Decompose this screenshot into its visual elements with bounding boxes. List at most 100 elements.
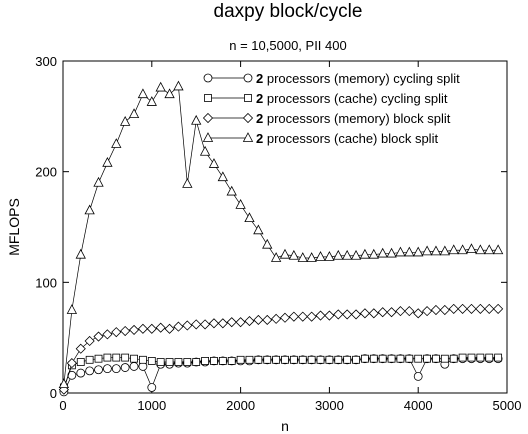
data-point-square	[467, 353, 476, 362]
x-tick-label: 4000	[404, 398, 433, 413]
data-point-triangle	[199, 145, 211, 156]
data-point-triangle	[288, 249, 300, 260]
data-point-diamond	[386, 307, 397, 318]
data-point-triangle	[84, 204, 95, 215]
data-point-square	[236, 355, 245, 364]
data-point-triangle	[146, 96, 157, 106]
data-point-triangle	[439, 245, 451, 256]
data-point-diamond	[200, 319, 211, 330]
data-point-diamond	[182, 320, 193, 331]
data-point-diamond	[493, 303, 504, 314]
legend-label-number: 2	[256, 71, 263, 86]
data-point-square	[201, 357, 209, 365]
data-point-square	[458, 353, 467, 362]
data-point-diamond	[102, 329, 113, 340]
data-point-diamond	[484, 303, 495, 314]
legend-item: 2 processors (cache) cycling split	[204, 91, 448, 106]
data-point-diamond	[164, 323, 175, 334]
data-point-diamond	[288, 311, 299, 322]
series-line	[63, 308, 499, 390]
data-point-square	[85, 355, 94, 364]
data-point-diamond	[404, 306, 415, 317]
data-point-diamond	[324, 310, 335, 321]
data-point-square	[485, 353, 494, 362]
data-point-diamond	[297, 311, 308, 322]
data-point-diamond	[448, 303, 459, 314]
data-point-square	[432, 354, 440, 363]
data-point-triangle	[66, 304, 78, 314]
data-point-square	[414, 354, 423, 363]
data-point-triangle	[244, 212, 255, 223]
data-point-diamond	[457, 303, 468, 314]
legend-item: 2 processors (memory) cycling split	[203, 71, 460, 86]
legend-marker	[242, 112, 254, 124]
data-point-diamond	[111, 327, 122, 338]
data-point-triangle	[297, 252, 308, 262]
data-point-square	[174, 358, 183, 366]
data-point-triangle	[58, 378, 70, 389]
series-triangle	[58, 80, 504, 389]
data-point-square	[307, 355, 316, 364]
data-point-square	[263, 355, 272, 364]
data-point-square	[440, 354, 449, 363]
data-point-diamond	[439, 304, 450, 316]
data-point-square	[121, 353, 130, 362]
data-point-diamond	[279, 312, 291, 323]
data-point-triangle	[253, 224, 264, 235]
data-point-triangle	[208, 158, 220, 168]
data-point-triangle	[173, 80, 184, 91]
data-point-square	[254, 355, 263, 364]
y-tick-label: 200	[35, 165, 57, 180]
data-point-square	[316, 355, 325, 364]
data-point-diamond	[306, 311, 317, 322]
series-diamond	[58, 303, 504, 395]
data-point-triangle	[368, 248, 379, 259]
y-tick-label: 300	[35, 54, 57, 69]
data-point-triangle	[333, 249, 344, 260]
data-point-triangle	[324, 251, 335, 261]
data-point-diamond	[75, 343, 86, 354]
data-point-diamond	[226, 317, 237, 328]
x-tick-label: 5000	[493, 398, 522, 413]
x-tick-label: 3000	[315, 398, 344, 413]
legend-item: 2 processors (memory) block split	[202, 111, 451, 126]
legend-marker	[242, 132, 254, 142]
data-point-square	[281, 355, 289, 364]
legend-label-number: 2	[256, 111, 263, 126]
legend-label-text: processors (memory) cycling split	[263, 71, 460, 86]
data-point-square	[227, 357, 236, 365]
data-point-square	[139, 355, 147, 364]
data-point-diamond	[342, 309, 353, 320]
data-point-diamond	[235, 317, 246, 328]
y-tick-label: 100	[35, 275, 57, 290]
data-point-diamond	[262, 314, 273, 326]
legend-marker	[203, 73, 213, 83]
x-axis-ticks: 0 1000 2000 3000 4000 5000	[59, 61, 521, 413]
data-point-triangle	[341, 249, 353, 260]
data-point-square	[476, 353, 485, 362]
data-point-square	[423, 354, 431, 363]
data-point-triangle	[155, 81, 166, 92]
data-point-triangle	[111, 138, 122, 148]
data-point-circle	[103, 364, 112, 374]
data-point-diamond	[475, 303, 486, 314]
data-point-triangle	[484, 244, 495, 255]
data-point-triangle	[466, 243, 477, 254]
data-point-diamond	[368, 308, 379, 319]
data-point-triangle	[350, 249, 362, 260]
data-point-diamond	[253, 314, 264, 326]
legend-label-text: processors (memory) block split	[263, 111, 450, 126]
data-point-triangle	[359, 248, 371, 259]
data-point-diamond	[137, 323, 148, 334]
legend-marker	[204, 94, 212, 102]
data-point-square	[192, 358, 201, 366]
data-point-diamond	[93, 331, 104, 342]
data-point-square	[405, 354, 414, 363]
data-point-square	[361, 354, 369, 363]
data-point-diamond	[217, 318, 228, 329]
data-point-diamond	[350, 309, 362, 320]
data-point-diamond	[466, 303, 477, 314]
data-point-diamond	[208, 318, 220, 329]
legend-label: 2 processors (memory) cycling split	[256, 71, 460, 86]
